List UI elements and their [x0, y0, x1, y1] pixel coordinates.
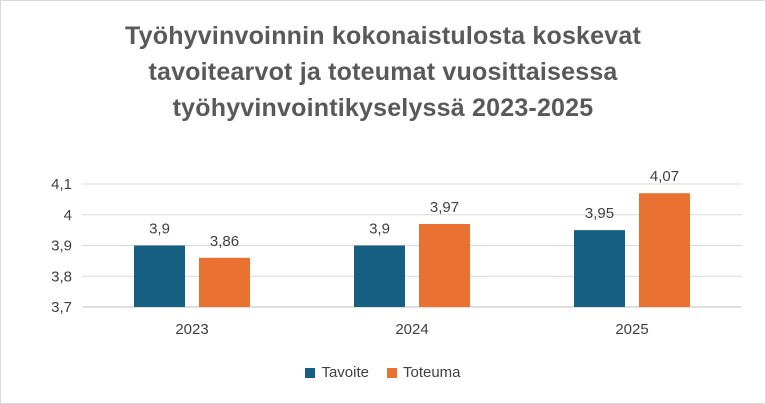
bars: [134, 193, 690, 307]
legend-label-tavoite: Tavoite: [321, 364, 369, 381]
y-tick-label: 3,8: [51, 268, 72, 285]
data-label: 3,95: [585, 205, 614, 222]
y-tick-label: 3,9: [51, 238, 72, 255]
chart-title-line-3: työhyvinvointikyselyssä 2023-2025: [172, 94, 594, 122]
data-label: 3,9: [369, 221, 390, 238]
legend-item-toteuma: Toteuma: [386, 364, 461, 381]
data-label: 3,86: [210, 233, 239, 250]
bar: [134, 245, 185, 307]
legend-swatch-tavoite: [305, 367, 316, 378]
bar: [354, 245, 405, 307]
bar: [639, 193, 690, 307]
data-label: 3,9: [149, 221, 170, 238]
legend-label-toteuma: Toteuma: [402, 364, 461, 381]
x-tick-label: 2025: [615, 321, 648, 338]
data-label: 3,97: [430, 199, 459, 216]
data-label: 4,07: [650, 168, 679, 185]
bar: [419, 223, 470, 307]
gridlines: [82, 183, 742, 308]
legend-item-tavoite: Tavoite: [305, 364, 369, 381]
bar: [199, 257, 250, 307]
x-tick-label: 2024: [395, 321, 428, 338]
y-tick-label: 4: [64, 207, 72, 224]
chart-title: Työhyvinvoinnin kokonaistulosta koskevat…: [0, 18, 766, 126]
y-axis: 3,7 3,8 3,9 4 4,1: [51, 176, 72, 316]
x-axis: 2023 2024 2025: [175, 321, 648, 338]
data-labels: 3,9 3,86 3,9 3,97 3,95 4,07: [149, 168, 679, 250]
bar: [574, 230, 625, 307]
chart-title-line-1: Työhyvinvoinnin kokonaistulosta koskevat: [125, 22, 641, 50]
y-tick-label: 4,1: [51, 176, 72, 193]
x-tick-label: 2023: [175, 321, 208, 338]
y-tick-label: 3,7: [51, 299, 72, 316]
chart-title-line-2: tavoitearvot ja toteumat vuosittaisessa: [148, 58, 618, 86]
legend: Tavoite Toteuma: [0, 364, 766, 381]
legend-swatch-toteuma: [386, 367, 397, 378]
